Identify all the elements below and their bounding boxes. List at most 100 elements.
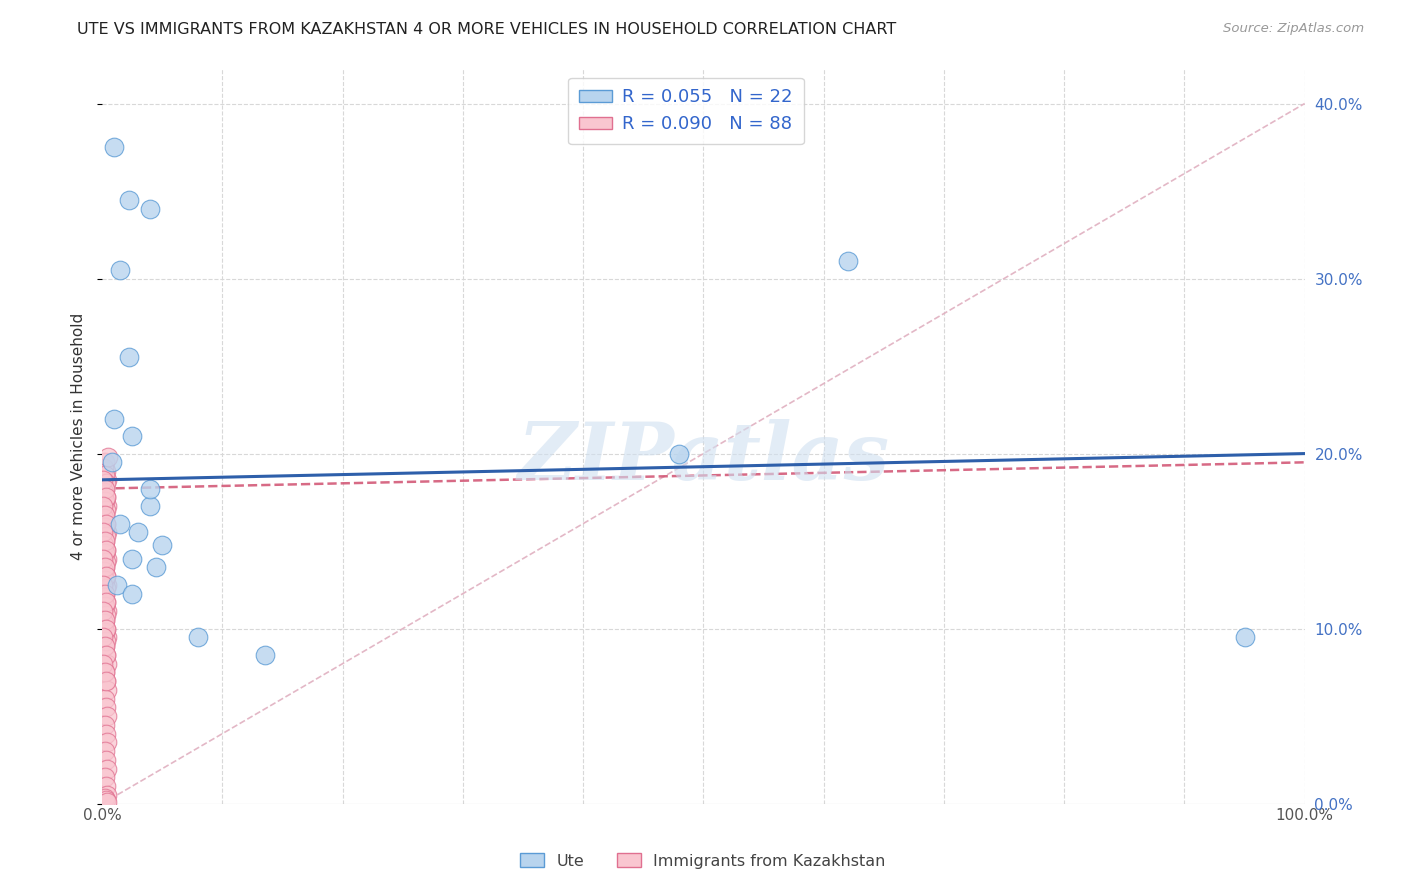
Point (121, 586, 143, 600)
Point (93, 560, 115, 574)
Point (94, 595, 117, 609)
Point (94, 674, 117, 689)
Point (96, 499, 118, 513)
Point (93, 525, 115, 540)
Point (127, 525, 149, 540)
Point (93, 665, 115, 680)
Point (93, 791, 115, 805)
Point (93, 586, 115, 600)
Point (110, 516, 132, 531)
Point (94, 648, 117, 662)
Text: Source: ZipAtlas.com: Source: ZipAtlas.com (1223, 22, 1364, 36)
Point (94, 648, 117, 662)
Point (93, 538, 115, 552)
Point (93, 616, 115, 631)
Legend: Ute, Immigrants from Kazakhstan: Ute, Immigrants from Kazakhstan (513, 847, 893, 875)
Point (96, 555, 118, 569)
Point (96, 607, 118, 622)
Point (96, 795, 118, 809)
Point (93, 631, 115, 645)
Point (93, 586, 115, 600)
Point (93, 604, 115, 618)
Point (93, 511, 115, 525)
Point (93, 508, 115, 522)
Point (96, 633, 118, 648)
Point (93, 460, 115, 475)
Point (93, 639, 115, 653)
Point (93, 665, 115, 680)
Point (94, 520, 117, 534)
Point (93, 613, 115, 627)
Point (96, 529, 118, 543)
Point (94, 569, 117, 583)
Point (96, 762, 118, 776)
Point (93, 473, 115, 487)
Point (93, 499, 115, 513)
Point (121, 429, 143, 443)
Point (96, 682, 118, 697)
Point (93, 657, 115, 671)
Point (96, 735, 118, 749)
Point (668, 446, 690, 460)
Point (253, 648, 276, 662)
Point (93, 508, 115, 522)
Point (110, 262, 132, 277)
Point (94, 595, 117, 609)
Point (93, 564, 115, 578)
Point (139, 482, 162, 496)
Point (94, 674, 117, 689)
Point (94, 573, 117, 587)
Point (187, 631, 209, 645)
Point (837, 254, 859, 268)
Point (94, 546, 117, 560)
Point (93, 691, 115, 706)
Point (94, 467, 117, 482)
Point (94, 542, 117, 557)
Point (94, 625, 117, 640)
Point (121, 551, 143, 566)
Point (94, 622, 117, 636)
Point (1233, 631, 1256, 645)
Point (94, 491, 117, 505)
Point (93, 718, 115, 732)
Point (94, 491, 117, 505)
Point (94, 622, 117, 636)
Point (96, 709, 118, 723)
Point (93, 482, 115, 496)
Point (96, 502, 118, 516)
Point (105, 578, 128, 592)
Legend: R = 0.055   N = 22, R = 0.090   N = 88: R = 0.055 N = 22, R = 0.090 N = 88 (568, 78, 804, 145)
Point (96, 788, 118, 802)
Point (96, 476, 118, 491)
Point (101, 455, 124, 469)
Point (96, 657, 118, 671)
Y-axis label: 4 or more Vehicles in Household: 4 or more Vehicles in Household (72, 312, 86, 559)
Point (93, 770, 115, 784)
Point (94, 516, 117, 531)
Point (96, 551, 118, 566)
Point (103, 140, 125, 154)
Point (93, 534, 115, 549)
Point (96, 578, 118, 592)
Text: ZIPatlas: ZIPatlas (517, 419, 890, 497)
Point (139, 202, 162, 216)
Point (94, 726, 117, 740)
Point (93, 455, 115, 469)
Point (103, 411, 125, 425)
Point (94, 753, 117, 767)
Point (93, 485, 115, 500)
Point (93, 590, 115, 604)
Point (96, 631, 118, 645)
Point (94, 569, 117, 583)
Point (94, 542, 117, 557)
Point (94, 493, 117, 508)
Point (93, 534, 115, 549)
Point (94, 599, 117, 613)
Point (139, 499, 162, 513)
Point (96, 582, 118, 596)
Point (150, 538, 173, 552)
Point (94, 700, 117, 714)
Point (93, 482, 115, 496)
Point (93, 551, 115, 566)
Point (118, 193, 141, 207)
